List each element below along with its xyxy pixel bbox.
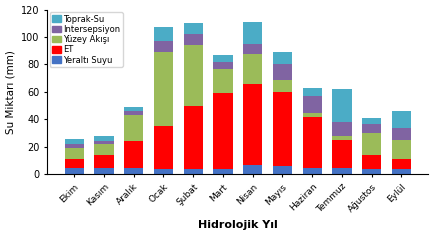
Bar bbox=[94, 155, 114, 168]
Bar bbox=[124, 107, 143, 111]
Bar bbox=[65, 139, 84, 144]
Bar bbox=[243, 84, 263, 165]
Bar bbox=[124, 111, 143, 115]
Bar bbox=[332, 140, 352, 168]
Bar bbox=[332, 122, 352, 136]
Bar bbox=[243, 54, 263, 84]
Bar bbox=[362, 155, 381, 169]
Bar bbox=[94, 168, 114, 174]
Bar bbox=[184, 45, 203, 106]
Y-axis label: Su Miktarı (mm): Su Miktarı (mm) bbox=[6, 50, 16, 134]
Bar bbox=[302, 88, 322, 96]
Bar bbox=[332, 136, 352, 140]
Bar bbox=[273, 52, 292, 64]
Bar bbox=[332, 89, 352, 122]
Bar bbox=[154, 126, 173, 169]
Bar bbox=[332, 168, 352, 174]
Bar bbox=[302, 96, 322, 113]
Bar bbox=[362, 118, 381, 124]
Bar bbox=[243, 22, 263, 44]
Bar bbox=[124, 115, 143, 141]
Bar bbox=[124, 168, 143, 174]
Bar bbox=[302, 113, 322, 117]
Bar bbox=[65, 159, 84, 168]
Bar bbox=[392, 159, 411, 169]
Bar bbox=[94, 144, 114, 155]
Bar bbox=[273, 80, 292, 92]
Bar bbox=[273, 166, 292, 174]
Bar bbox=[94, 141, 114, 144]
Bar bbox=[154, 41, 173, 52]
Bar bbox=[154, 27, 173, 41]
Bar bbox=[94, 136, 114, 141]
Bar bbox=[392, 111, 411, 128]
Bar bbox=[213, 55, 233, 62]
Bar bbox=[184, 106, 203, 169]
Bar bbox=[65, 144, 84, 148]
Bar bbox=[302, 117, 322, 168]
Bar bbox=[213, 69, 233, 93]
Bar bbox=[302, 168, 322, 174]
Bar bbox=[273, 64, 292, 80]
Bar bbox=[392, 128, 411, 140]
Bar bbox=[124, 141, 143, 168]
Legend: Toprak-Su, Intersepsiyon, Yüzey Akışı, ET, Yeraltı Suyu: Toprak-Su, Intersepsiyon, Yüzey Akışı, E… bbox=[50, 12, 123, 67]
Bar bbox=[392, 140, 411, 159]
Bar bbox=[362, 133, 381, 155]
Bar bbox=[243, 165, 263, 174]
Bar bbox=[213, 93, 233, 169]
Bar bbox=[154, 52, 173, 126]
Bar bbox=[65, 168, 84, 174]
Bar bbox=[392, 169, 411, 174]
Bar bbox=[65, 148, 84, 159]
Bar bbox=[213, 62, 233, 69]
Bar bbox=[213, 169, 233, 174]
Bar bbox=[184, 34, 203, 45]
Bar bbox=[273, 92, 292, 166]
Bar bbox=[154, 169, 173, 174]
X-axis label: Hidrolojik Yıl: Hidrolojik Yıl bbox=[198, 220, 278, 230]
Bar bbox=[243, 44, 263, 54]
Bar bbox=[184, 23, 203, 34]
Bar bbox=[184, 169, 203, 174]
Bar bbox=[362, 124, 381, 133]
Bar bbox=[362, 169, 381, 174]
